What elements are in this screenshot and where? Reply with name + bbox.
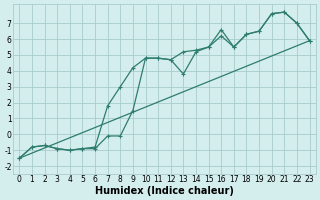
X-axis label: Humidex (Indice chaleur): Humidex (Indice chaleur) [95, 186, 234, 196]
